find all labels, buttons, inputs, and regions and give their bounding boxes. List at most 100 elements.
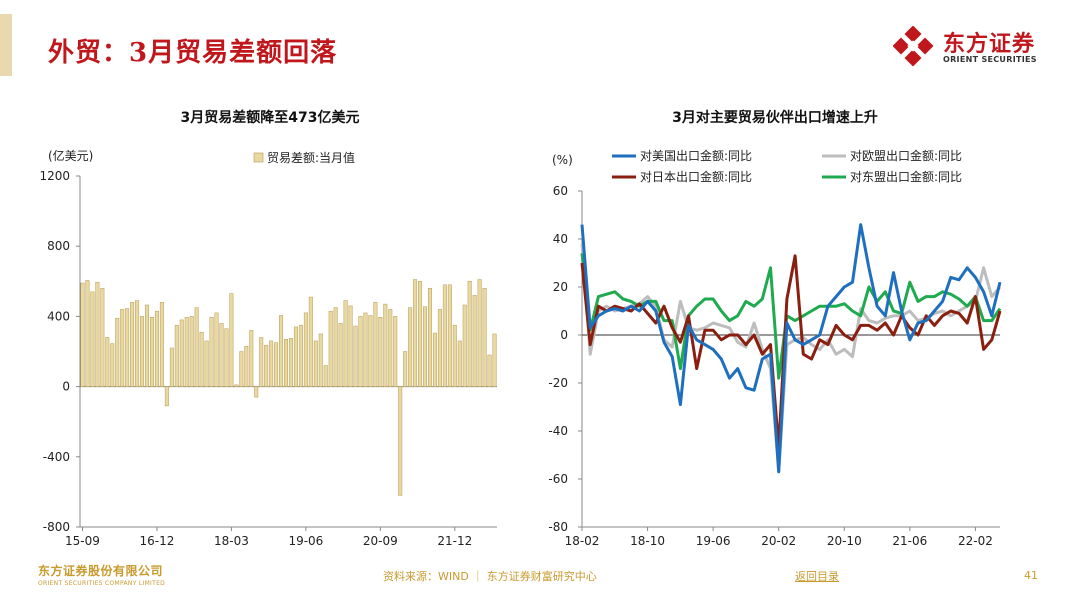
bar (442, 284, 447, 387)
legend-label-2: 对日本出口金额:同比 (640, 169, 752, 184)
left-y-tick-label: 0 (62, 380, 70, 394)
bar (154, 310, 159, 387)
bar (363, 312, 368, 387)
bar (279, 315, 284, 387)
bar (303, 312, 308, 387)
bar (145, 304, 150, 387)
page-title: 外贸：3月贸易差额回落 (48, 38, 338, 68)
bar (234, 384, 239, 387)
footer-company-name: 东方证券股份有限公司 (38, 564, 164, 578)
bar (462, 304, 467, 387)
bar (298, 324, 303, 387)
bar (80, 282, 85, 387)
bar (457, 340, 462, 387)
bar (224, 328, 229, 387)
bar (90, 291, 95, 387)
bar (254, 386, 259, 398)
bar (159, 302, 164, 387)
bar (432, 332, 437, 387)
bar (199, 331, 204, 387)
left-x-tick-label: 20-09 (363, 534, 398, 548)
bar (120, 309, 125, 387)
bar (174, 324, 179, 387)
right-y-tick-label: -80 (548, 520, 568, 534)
bar (293, 326, 298, 387)
bar (403, 351, 408, 387)
bar (214, 312, 219, 387)
right-y-tick-label: -60 (548, 472, 568, 486)
bar (313, 340, 318, 387)
right-x-tick-label: 21-06 (892, 534, 927, 548)
bar (244, 345, 249, 387)
bar (219, 323, 224, 387)
bar (393, 316, 398, 387)
bar (179, 319, 184, 387)
bar (447, 284, 452, 387)
right-x-tick-label: 20-10 (827, 534, 862, 548)
bar (130, 302, 135, 387)
bar (135, 300, 140, 387)
bar (115, 317, 120, 387)
left-y-tick-label: 1200 (39, 169, 70, 183)
left-x-tick-label: 18-03 (214, 534, 249, 548)
bar (249, 330, 254, 387)
legend-label-3: 对东盟出口金额:同比 (850, 169, 962, 184)
bar (95, 281, 100, 387)
bar (149, 317, 154, 387)
right-y-tick-label: 40 (553, 232, 568, 246)
bar (388, 309, 393, 387)
bar (398, 386, 403, 496)
right-y-tick-label: -20 (548, 376, 568, 390)
bar (368, 315, 373, 387)
bar (487, 354, 492, 387)
right-y-tick-label: -40 (548, 424, 568, 438)
bar (467, 281, 472, 387)
bar (194, 307, 199, 387)
bar (100, 288, 105, 387)
bar (239, 351, 244, 387)
bar (125, 308, 130, 387)
bar (259, 337, 264, 387)
bar (492, 333, 497, 387)
legend-label-trade-balance: 贸易差额:当月值 (267, 150, 355, 165)
bar (408, 307, 413, 387)
left-chart-title: 3月贸易差额降至473亿美元 (180, 110, 360, 126)
bar (353, 325, 358, 387)
left-y-tick-label: -400 (43, 450, 70, 464)
bar (418, 281, 423, 387)
bar (169, 347, 174, 387)
bar (229, 293, 234, 387)
bar (383, 303, 388, 387)
right-chart-title: 3月对主要贸易伙伴出口增速上升 (672, 110, 878, 126)
series-line-2 (580, 254, 1002, 450)
back-to-toc-link[interactable]: 返回目录 (795, 570, 839, 583)
bar (189, 316, 194, 387)
bar (477, 279, 482, 387)
right-x-tick-label: 18-10 (630, 534, 665, 548)
bar (373, 302, 378, 387)
footer-company-en: ORIENT SECURITIES COMPANY LIMITED (38, 580, 166, 587)
page-number: 41 (1024, 569, 1038, 582)
left-x-tick-label: 21-12 (437, 534, 472, 548)
right-x-tick-label: 18-02 (565, 534, 600, 548)
bar (209, 317, 214, 387)
right-x-tick-label: 20-02 (761, 534, 796, 548)
bar (328, 310, 333, 387)
bar (333, 307, 338, 387)
left-x-tick-label: 19-06 (288, 534, 323, 548)
bar (378, 317, 383, 387)
bar (140, 316, 145, 387)
legend-label-0: 对美国出口金额:同比 (640, 148, 752, 163)
left-x-tick-label: 15-09 (65, 534, 100, 548)
company-logo: 东方证券 ORIENT SECURITIES (893, 26, 1053, 70)
right-x-tick-label: 19-06 (696, 534, 731, 548)
bar (427, 288, 432, 387)
right-y-tick-label: 0 (560, 328, 568, 342)
bar (274, 342, 279, 387)
bar (323, 365, 328, 387)
series-line-3 (580, 253, 1002, 380)
bar (482, 288, 487, 387)
bar (343, 300, 348, 387)
bar (472, 295, 477, 387)
bar (358, 316, 363, 387)
